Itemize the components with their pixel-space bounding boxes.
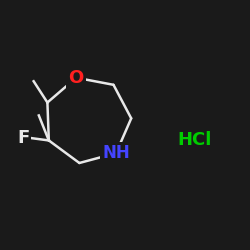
Text: O: O [68,69,84,87]
Text: F: F [18,129,30,147]
Text: HCl: HCl [178,131,212,149]
Text: NH: NH [102,144,130,162]
